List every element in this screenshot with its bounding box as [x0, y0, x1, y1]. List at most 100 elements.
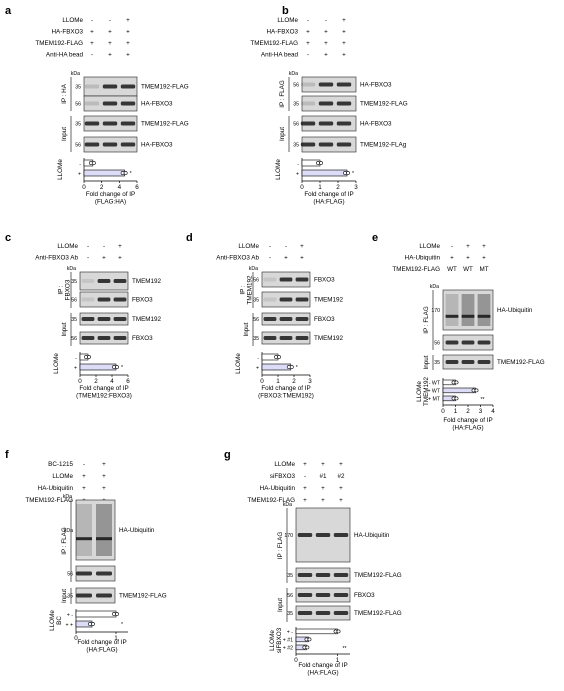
blot-band [279, 317, 293, 321]
blot-band [295, 336, 309, 340]
panel-a: a LLOMe - - + HA-FBXO3 + + + TMEM192-FLAG + + + Anti-… [5, 5, 189, 206]
section-label: Input [423, 355, 430, 369]
x-axis-label: Fold change of IP [79, 385, 128, 392]
blot-band [120, 84, 136, 89]
bar [261, 363, 292, 371]
significance-marker: * [121, 622, 123, 628]
tick-label: 0 [441, 408, 445, 415]
tick-label: 6 [126, 378, 130, 385]
condition-value: + [82, 473, 86, 480]
tick-label: 0 [78, 378, 82, 385]
condition-value: - [269, 243, 271, 250]
blot-band [297, 573, 313, 577]
chart-title: LLOMe [269, 630, 276, 651]
blot-band [263, 277, 277, 282]
blot-band [96, 571, 112, 576]
condition-value: + [108, 40, 112, 47]
condition-value: + [102, 485, 106, 492]
panel-letter: g [224, 449, 231, 461]
blot-label: TMEM192-FLAG [141, 84, 189, 91]
panel-letter: d [186, 232, 193, 244]
condition-value: + [324, 40, 328, 47]
blot-label: FBXO3 [314, 277, 335, 284]
chart-row-title: LLOMe [57, 159, 64, 180]
ubiquitin-smear [477, 294, 491, 326]
panel-letter: c [5, 232, 11, 244]
condition-value: + [342, 40, 346, 47]
chart-row-label: - WT [429, 380, 441, 386]
chart-row-label: + + [65, 623, 73, 629]
ubiquitin-smear [445, 294, 459, 326]
section-label-text: Input [243, 322, 250, 336]
bar [301, 169, 348, 177]
section-label-text: FBXO3 [65, 279, 72, 300]
panel-e: e LLOMe - + + HA-Ubiquitin + + + TMEM192-FLAG WT WT… [372, 232, 545, 432]
data-point [346, 171, 350, 175]
section-label: Input [61, 127, 68, 141]
x-axis-label: (HA:FLAG) [313, 199, 344, 206]
x-axis-label: (FLAG:HA) [95, 199, 126, 206]
chart-subtitle: TMEM192 [423, 376, 430, 406]
blot-band [445, 340, 459, 345]
condition-label: LLOMe [238, 243, 259, 250]
tick-label: 1 [454, 408, 458, 415]
x-axis-label: (HA:FLAG) [86, 647, 117, 654]
molecular-weight: 35 [71, 317, 77, 323]
section-label-text: IP : FLAG [61, 527, 68, 555]
condition-value: + [450, 255, 454, 262]
chart-row-title: LLOMe [53, 353, 60, 374]
data-point [305, 645, 310, 650]
data-point [307, 637, 312, 642]
section-label-text: IP : FLAG [423, 306, 430, 334]
molecular-weight: 56 [71, 336, 77, 342]
blot-bands [76, 504, 112, 556]
tick-label: 0 [300, 184, 304, 191]
section-label-text: Input [61, 322, 68, 336]
molecular-weight: 56 [293, 83, 299, 89]
section-label-text: Input [279, 127, 286, 141]
blot-bands [81, 297, 127, 302]
blot-band [315, 533, 331, 537]
blot-bands [76, 571, 112, 576]
blot-band [336, 142, 352, 147]
molecular-weight: 35 [293, 102, 299, 108]
bar [83, 169, 125, 177]
condition-label: LLOMe [274, 461, 295, 468]
blot-band [263, 297, 277, 302]
blot-band [97, 317, 111, 321]
bar [295, 628, 338, 635]
blot-band [81, 336, 95, 340]
condition-value: + [300, 243, 304, 250]
molecular-weight: 35 [75, 85, 81, 91]
section-label: IP : FLAG [277, 532, 284, 560]
blot-band [333, 533, 349, 537]
section-label: IP : TMEM192 [240, 275, 254, 305]
condition-value: + [126, 29, 130, 36]
condition-value: - [109, 17, 111, 24]
panel-letter: e [372, 232, 378, 244]
condition-value: + [342, 29, 346, 36]
tick-label: 4 [110, 378, 114, 385]
blot-bands [81, 279, 127, 283]
condition-label: Anti-FBXO3 Ab [35, 255, 78, 262]
tick-label: 2 [336, 184, 340, 191]
condition-label: Anti-HA bead [46, 52, 84, 59]
blot-band [336, 82, 352, 87]
blot-bands [84, 84, 136, 89]
tick-label: 0 [74, 635, 78, 642]
molecular-weight: 56 [75, 102, 81, 108]
western-blot-strip [442, 289, 494, 331]
blot-band [477, 360, 491, 364]
blot-bands [445, 340, 491, 345]
blot-band [336, 101, 352, 106]
blot-band [315, 611, 331, 615]
blot-band [84, 84, 100, 89]
blot-band [300, 101, 316, 106]
condition-label: LLOMe [62, 17, 83, 24]
condition-value: + [126, 40, 130, 47]
condition-value: - [91, 52, 93, 59]
panel-letter: b [282, 5, 289, 17]
molecular-weight: 56 [253, 278, 259, 284]
condition-value: + [342, 52, 346, 59]
blot-band [318, 101, 334, 106]
